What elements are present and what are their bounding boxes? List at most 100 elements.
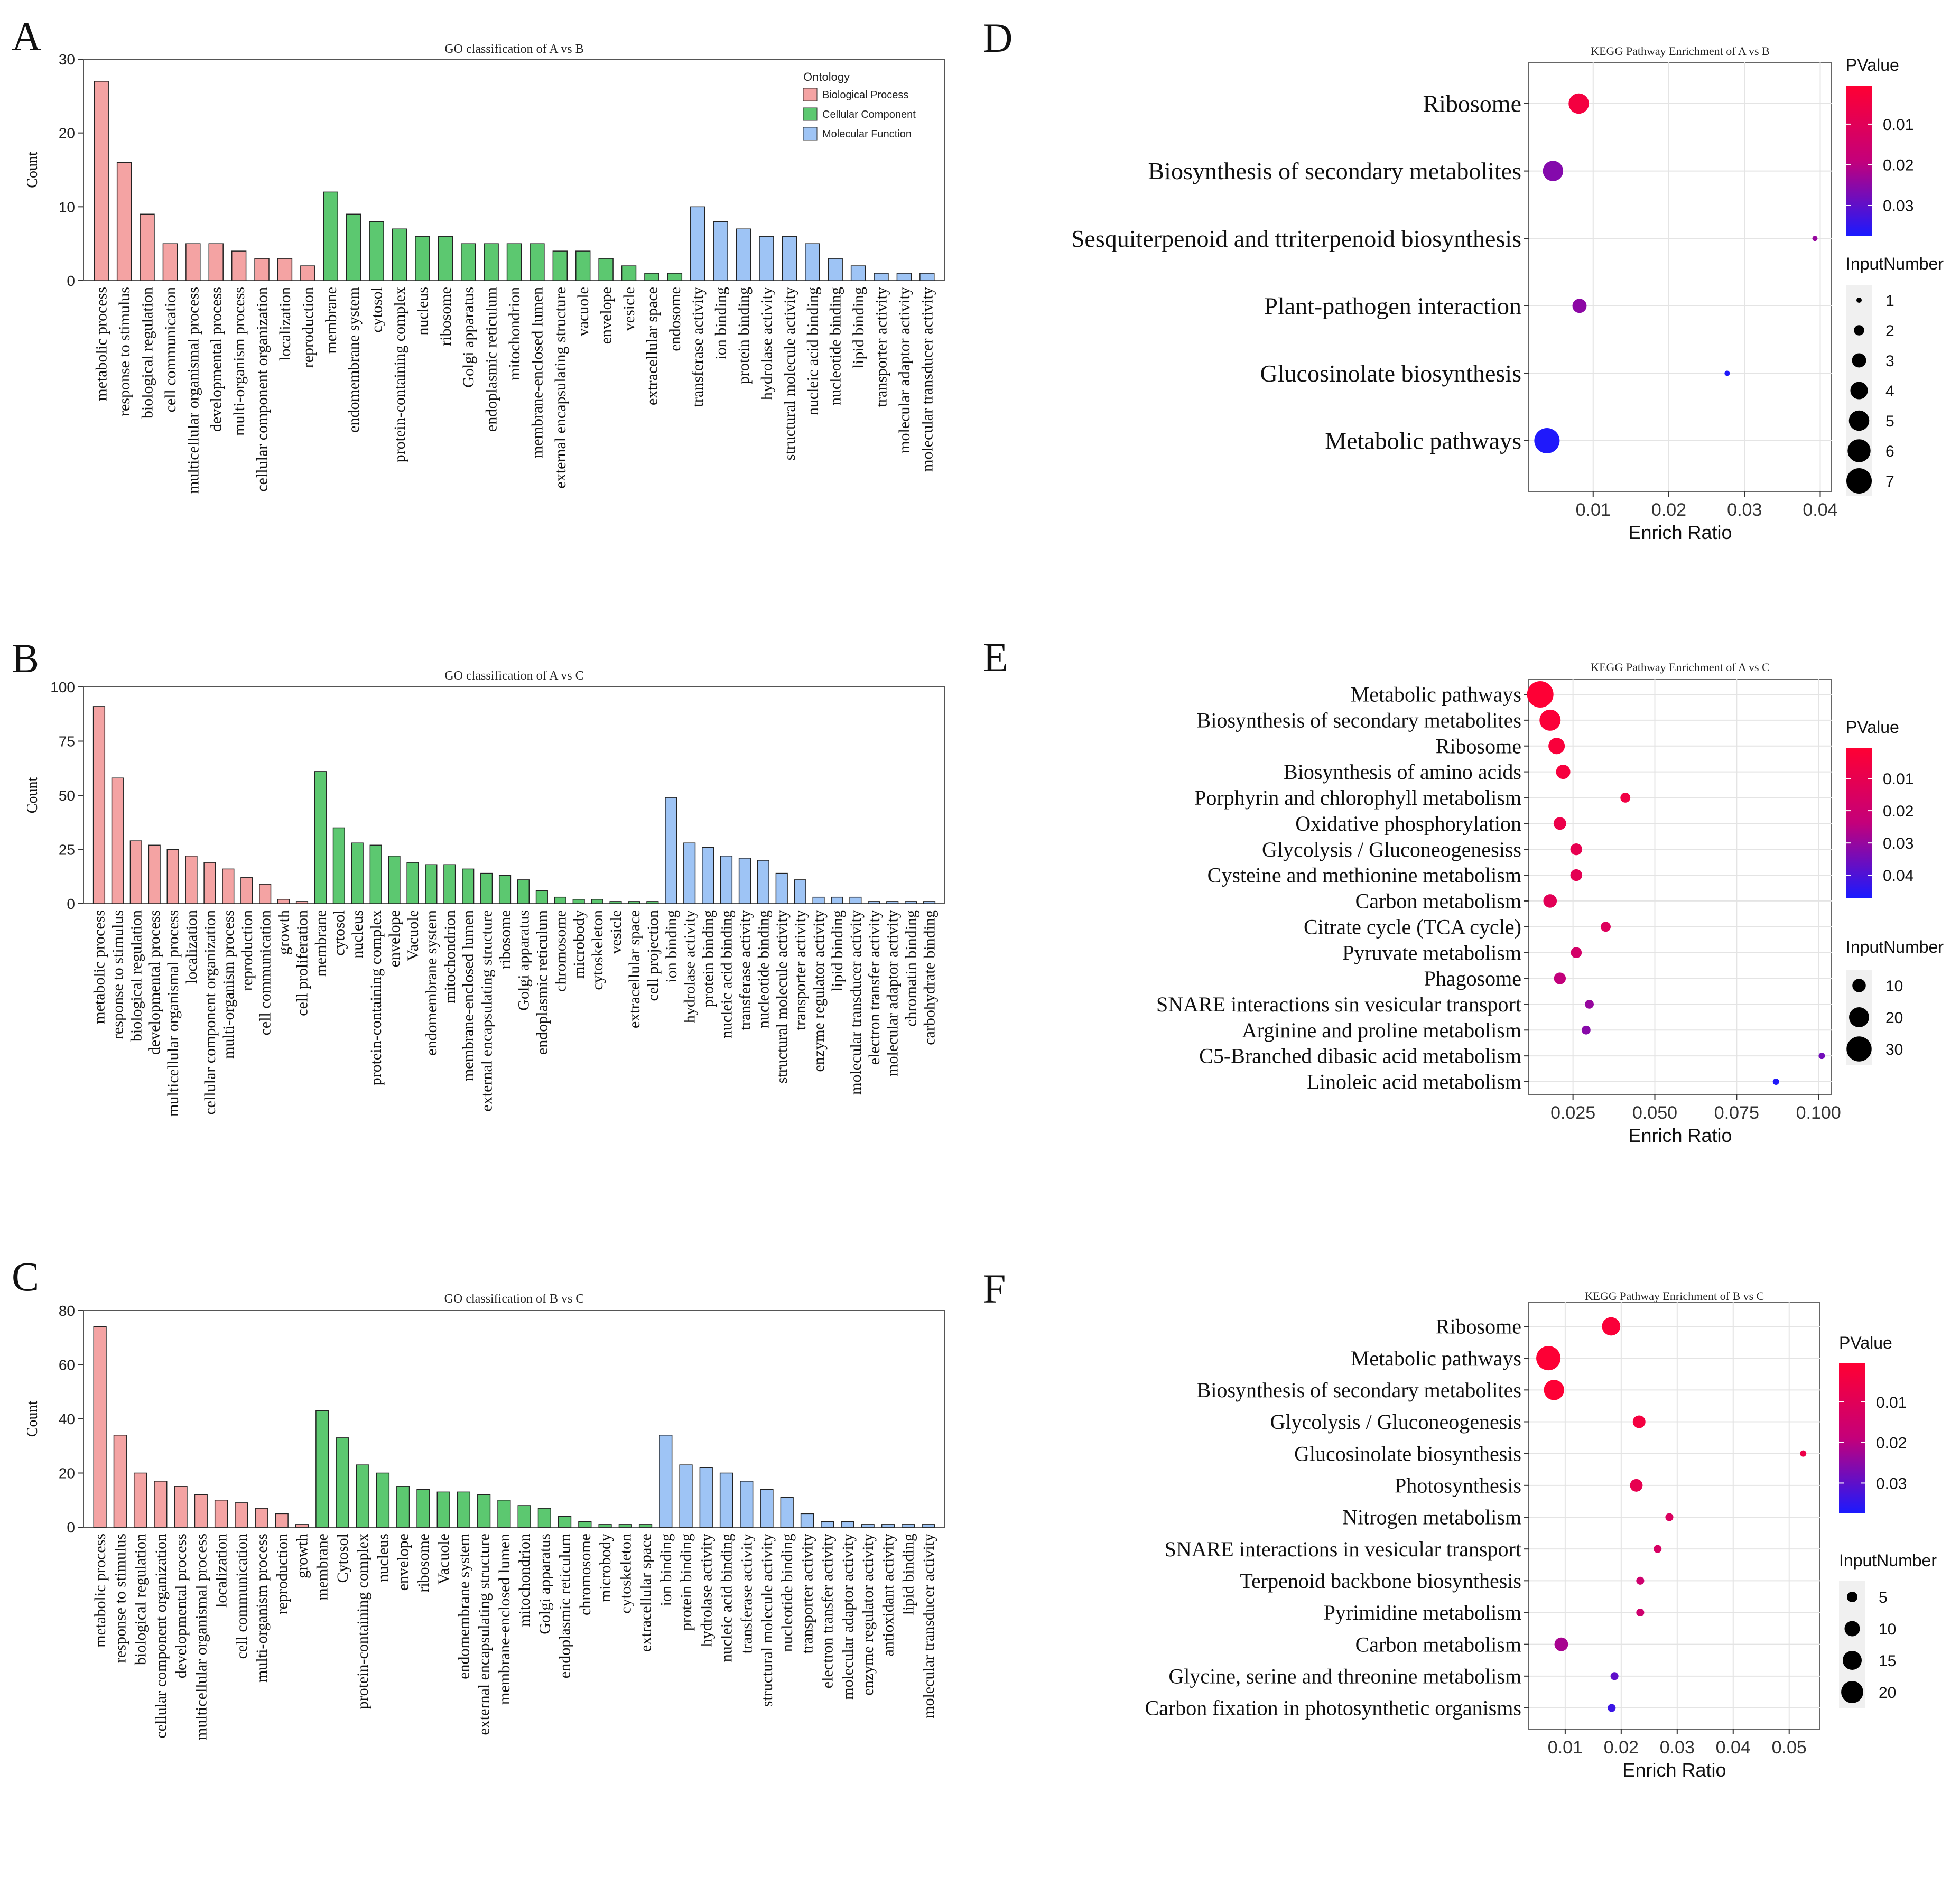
- category-label: vesicle: [620, 287, 638, 331]
- data-point: [1772, 1079, 1779, 1085]
- pathway-label: Citrate cycle (TCA cycle): [1304, 915, 1521, 939]
- category-label: structural molecule activity: [781, 287, 798, 460]
- data-point: [1608, 1704, 1616, 1712]
- bar: [148, 844, 161, 904]
- size-legend-dot: [1854, 325, 1864, 336]
- data-point: [1812, 236, 1818, 241]
- bar: [129, 840, 142, 904]
- y-tick-label: 20: [59, 125, 75, 142]
- bar: [222, 868, 235, 904]
- data-point: [1654, 1545, 1662, 1553]
- size-legend-label: 15: [1879, 1652, 1896, 1670]
- category-label: cytosol: [368, 287, 386, 333]
- bar: [736, 228, 751, 281]
- size-legend-dot: [1841, 1681, 1863, 1703]
- bar: [240, 877, 253, 904]
- category-label: reproduction: [299, 287, 317, 368]
- data-point: [1582, 1025, 1591, 1035]
- category-label: multicellular organismal process: [164, 910, 182, 1117]
- category-label: Vacuole: [404, 910, 422, 961]
- bar: [497, 1500, 511, 1528]
- bar: [659, 1435, 673, 1528]
- pathway-label: Metabolic pathways: [1351, 1346, 1521, 1370]
- bar: [295, 901, 309, 904]
- bar: [713, 221, 728, 281]
- bar: [794, 879, 806, 904]
- category-label: Golgi apparatus: [536, 1534, 553, 1634]
- pathway-label: Pyruvate metabolism: [1342, 941, 1521, 964]
- category-label: nucleic acid binding: [718, 1534, 736, 1662]
- category-label: chromosome: [552, 910, 569, 992]
- bar: [154, 1481, 168, 1528]
- bar: [537, 1508, 551, 1528]
- bar: [436, 1491, 450, 1528]
- data-point: [1632, 1415, 1646, 1428]
- category-label: cell proliferation: [294, 910, 311, 1016]
- category-label: vacuole: [574, 287, 592, 336]
- category-label: localization: [183, 910, 200, 984]
- category-label: transporter activity: [798, 1534, 816, 1653]
- category-label: nucleus: [349, 910, 366, 959]
- bar: [575, 250, 591, 281]
- bar: [396, 1486, 410, 1528]
- pathway-label: Biosynthesis of amino acids: [1284, 760, 1521, 784]
- y-tick-label: 0: [67, 1519, 75, 1536]
- category-label: lipid binding: [850, 287, 867, 368]
- bar: [868, 901, 880, 904]
- data-point: [1544, 1380, 1564, 1400]
- bar: [598, 258, 614, 281]
- bar: [598, 1524, 612, 1528]
- size-legend-label: 6: [1885, 443, 1894, 460]
- size-legend-title: InputNumber: [1846, 254, 1944, 273]
- category-label: nucleic acid binding: [718, 910, 736, 1038]
- size-legend-label: 20: [1885, 1009, 1903, 1027]
- bar: [133, 1472, 147, 1528]
- chart-title: GO classification of B vs C: [444, 1292, 584, 1306]
- bar: [780, 1497, 794, 1528]
- size-legend-dot: [1846, 1591, 1858, 1603]
- bar: [720, 856, 733, 904]
- category-label: hydrolase activity: [758, 287, 775, 400]
- bar: [477, 1494, 491, 1528]
- chart-title: GO classification of A vs B: [444, 42, 583, 56]
- category-label: metabolic process: [93, 287, 110, 401]
- bar: [609, 901, 622, 904]
- bar: [416, 1489, 430, 1528]
- data-point: [1724, 370, 1730, 376]
- data-point: [1534, 428, 1560, 453]
- category-label: enzyme regulator activity: [810, 910, 828, 1072]
- category-label: external encapsulating structure: [476, 1534, 493, 1735]
- category-label: localization: [213, 1534, 230, 1608]
- bar: [738, 858, 751, 904]
- bar: [760, 1489, 774, 1528]
- bar: [214, 1500, 228, 1528]
- bar: [111, 777, 124, 904]
- data-point: [1527, 681, 1554, 708]
- category-label: nucleotide binding: [778, 1534, 796, 1652]
- category-label: multi-organism process: [220, 910, 237, 1059]
- category-label: membrane: [312, 910, 329, 977]
- category-label: envelope: [598, 287, 615, 344]
- bar: [92, 706, 106, 904]
- size-legend-dot: [1849, 1007, 1869, 1027]
- bar: [874, 273, 889, 281]
- pvalue-colorbar: [1839, 1363, 1865, 1513]
- bar: [462, 868, 475, 904]
- bar: [93, 1326, 107, 1528]
- bar: [315, 1410, 329, 1528]
- pathway-label: Linoleic acid metabolism: [1306, 1070, 1521, 1094]
- colorbar-tick-label: 0.03: [1883, 835, 1913, 852]
- bar: [369, 221, 384, 281]
- category-label: vesicle: [607, 910, 625, 954]
- bar: [800, 1513, 814, 1528]
- category-label: metabolic process: [91, 1534, 109, 1648]
- colorbar-tick-label: 0.02: [1883, 157, 1913, 174]
- category-label: biological regulation: [139, 287, 156, 419]
- x-tick-label: 0.04: [1716, 1738, 1751, 1758]
- bar: [861, 1524, 875, 1528]
- size-legend-dot: [1847, 439, 1871, 462]
- pathway-label: Glycolysis / Gluconeogenesis: [1270, 1410, 1522, 1434]
- chart-title: KEGG Pathway Enrichment of A vs B: [1591, 44, 1770, 58]
- pathway-label: Biosynthesis of secondary metabolites: [1197, 1378, 1521, 1402]
- category-label: external encapsulating structure: [478, 910, 496, 1112]
